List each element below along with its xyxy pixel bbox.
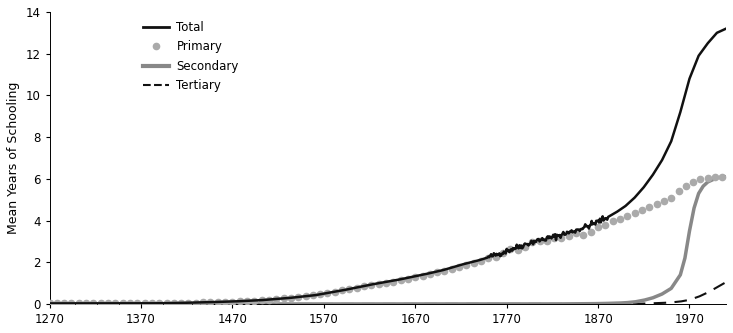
Line: Primary: Primary bbox=[46, 173, 726, 307]
Tertiary bbox=[439, 302, 448, 306]
Tertiary bbox=[538, 302, 547, 306]
Line: Secondary: Secondary bbox=[50, 177, 726, 304]
Primary bbox=[184, 301, 193, 305]
Total bbox=[476, 258, 485, 262]
Secondary bbox=[476, 302, 485, 306]
Primary bbox=[382, 281, 391, 285]
Secondary bbox=[45, 302, 54, 306]
Tertiary bbox=[65, 302, 73, 306]
Total bbox=[65, 301, 73, 305]
Primary bbox=[155, 301, 163, 305]
Tertiary bbox=[253, 302, 262, 306]
Primary bbox=[45, 301, 54, 305]
Tertiary bbox=[45, 302, 54, 306]
Secondary bbox=[65, 302, 73, 306]
Primary bbox=[718, 175, 727, 179]
Line: Total: Total bbox=[50, 29, 726, 303]
Total bbox=[45, 301, 54, 305]
Primary bbox=[513, 247, 522, 251]
Secondary bbox=[722, 175, 731, 179]
Legend: Total, Primary, Secondary, Tertiary: Total, Primary, Secondary, Tertiary bbox=[144, 21, 239, 92]
Total bbox=[372, 282, 381, 286]
Secondary bbox=[253, 302, 262, 306]
Tertiary bbox=[722, 280, 731, 284]
Tertiary bbox=[372, 302, 381, 306]
Tertiary bbox=[476, 302, 485, 306]
Total bbox=[538, 236, 547, 240]
Total bbox=[253, 298, 262, 302]
Secondary bbox=[538, 302, 547, 306]
Secondary bbox=[372, 302, 381, 306]
Line: Tertiary: Tertiary bbox=[50, 282, 726, 304]
Primary bbox=[133, 301, 141, 305]
Y-axis label: Mean Years of Schooling: Mean Years of Schooling bbox=[7, 82, 20, 234]
Secondary bbox=[439, 302, 448, 306]
Total bbox=[722, 27, 731, 31]
Total bbox=[439, 268, 448, 272]
Primary bbox=[579, 233, 588, 237]
